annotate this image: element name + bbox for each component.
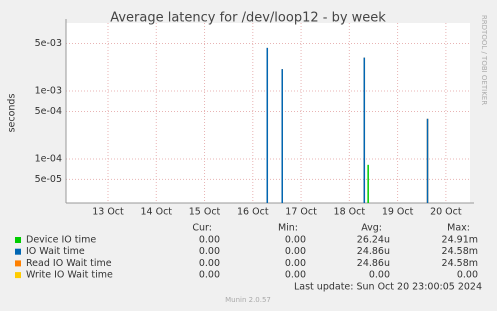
legend-label: Read IO Wait time	[26, 258, 112, 269]
stat-value: 26.24u	[357, 235, 390, 246]
stat-value: 0.00	[369, 270, 390, 281]
stat-value: 0.00	[199, 246, 220, 257]
x-tick-label: 16 Oct	[237, 207, 269, 218]
legend-label: Device IO time	[26, 235, 96, 246]
y-axis-label: seconds	[7, 94, 18, 133]
x-tick-label: 19 Oct	[382, 207, 414, 218]
stat-value: 0.00	[199, 258, 220, 269]
x-tick-label: 17 Oct	[285, 207, 317, 218]
last-update: Last update: Sun Oct 20 23:00:05 2024	[294, 282, 482, 293]
y-tick-label: 5e-03	[35, 38, 62, 49]
stat-value: 0.00	[199, 235, 220, 246]
side-label: RRDTOOL / TOBI OETIKER	[480, 15, 488, 105]
y-tick-label: 1e-03	[35, 85, 62, 96]
y-tick-label: 1e-04	[35, 153, 62, 164]
legend-swatch	[15, 237, 21, 243]
legend-label: IO Wait time	[26, 246, 85, 257]
stat-value: 0.00	[199, 270, 220, 281]
stat-value: 24.86u	[357, 258, 390, 269]
legend-swatch	[15, 260, 21, 267]
stat-value: 0.00	[285, 258, 306, 269]
footer: Munin 2.0.57	[225, 296, 271, 304]
x-tick-label: 15 Oct	[189, 207, 221, 218]
stat-value: 24.58m	[442, 258, 478, 269]
x-tick-label: 13 Oct	[92, 207, 124, 218]
x-tick-label: 18 Oct	[334, 207, 366, 218]
chart-title: Average latency for /dev/loop12 - by wee…	[110, 11, 386, 26]
x-tick-label: 14 Oct	[140, 207, 172, 218]
stat-value: 24.58m	[442, 246, 478, 257]
stat-value: 0.00	[457, 270, 478, 281]
x-tick-label: 20 Oct	[430, 207, 462, 218]
stat-header: Avg:	[361, 223, 382, 234]
stat-value: 0.00	[285, 246, 306, 257]
stat-header: Min:	[278, 223, 298, 234]
stat-header: Cur:	[192, 223, 212, 234]
legend-swatch	[15, 248, 21, 255]
stat-value: 0.00	[285, 235, 306, 246]
stat-header: Max:	[447, 223, 470, 234]
y-tick-label: 5e-04	[35, 106, 62, 117]
legend-swatch	[15, 272, 21, 279]
stat-value: 24.91m	[442, 235, 478, 246]
stat-value: 24.86u	[357, 246, 390, 257]
stat-value: 0.00	[285, 270, 306, 281]
legend-label: Write IO Wait time	[26, 270, 113, 281]
y-tick-label: 5e-05	[35, 174, 62, 185]
